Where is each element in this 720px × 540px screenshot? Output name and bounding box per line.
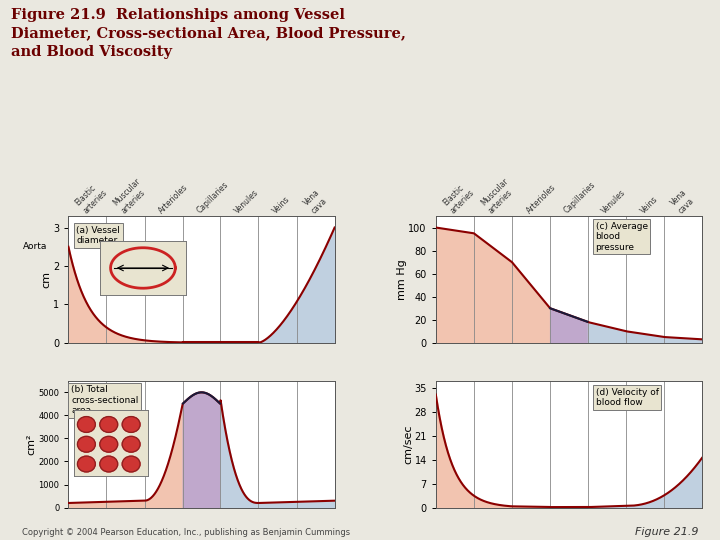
Text: Veins: Veins bbox=[271, 194, 292, 215]
Text: Elastic
arteries: Elastic arteries bbox=[73, 180, 109, 215]
Text: Venules: Venules bbox=[233, 187, 261, 215]
Text: Copyright © 2004 Pearson Education, Inc., publishing as Benjamin Cummings: Copyright © 2004 Pearson Education, Inc.… bbox=[22, 528, 350, 537]
Text: Venules: Venules bbox=[600, 187, 628, 215]
Text: Muscular
arteries: Muscular arteries bbox=[112, 177, 150, 215]
Text: (b) Total
cross-sectional
area: (b) Total cross-sectional area bbox=[71, 386, 138, 415]
Y-axis label: cm²: cm² bbox=[27, 434, 37, 455]
Text: Aorta: Aorta bbox=[23, 242, 47, 251]
Text: Muscular
arteries: Muscular arteries bbox=[480, 177, 518, 215]
Text: Vena
cava: Vena cava bbox=[302, 188, 329, 215]
Y-axis label: mm Hg: mm Hg bbox=[397, 259, 407, 300]
Text: Capillaries: Capillaries bbox=[195, 180, 230, 215]
Text: Arterioles: Arterioles bbox=[525, 182, 557, 215]
Text: Vena
cava: Vena cava bbox=[670, 188, 696, 215]
Y-axis label: cm/sec: cm/sec bbox=[403, 424, 413, 464]
Text: Figure 21.9: Figure 21.9 bbox=[635, 527, 698, 537]
Text: Elastic
arteries: Elastic arteries bbox=[441, 180, 476, 215]
Text: Arterioles: Arterioles bbox=[157, 182, 190, 215]
Text: Figure 21.9  Relationships among Vessel
Diameter, Cross-sectional Area, Blood Pr: Figure 21.9 Relationships among Vessel D… bbox=[11, 8, 405, 59]
Text: Veins: Veins bbox=[639, 194, 660, 215]
Text: Capillaries: Capillaries bbox=[562, 180, 598, 215]
Text: (a) Vessel
diameter: (a) Vessel diameter bbox=[76, 226, 120, 245]
Y-axis label: cm: cm bbox=[42, 271, 52, 288]
Text: (c) Average
blood
pressure: (c) Average blood pressure bbox=[595, 222, 647, 252]
Text: (d) Velocity of
blood flow: (d) Velocity of blood flow bbox=[595, 388, 659, 407]
